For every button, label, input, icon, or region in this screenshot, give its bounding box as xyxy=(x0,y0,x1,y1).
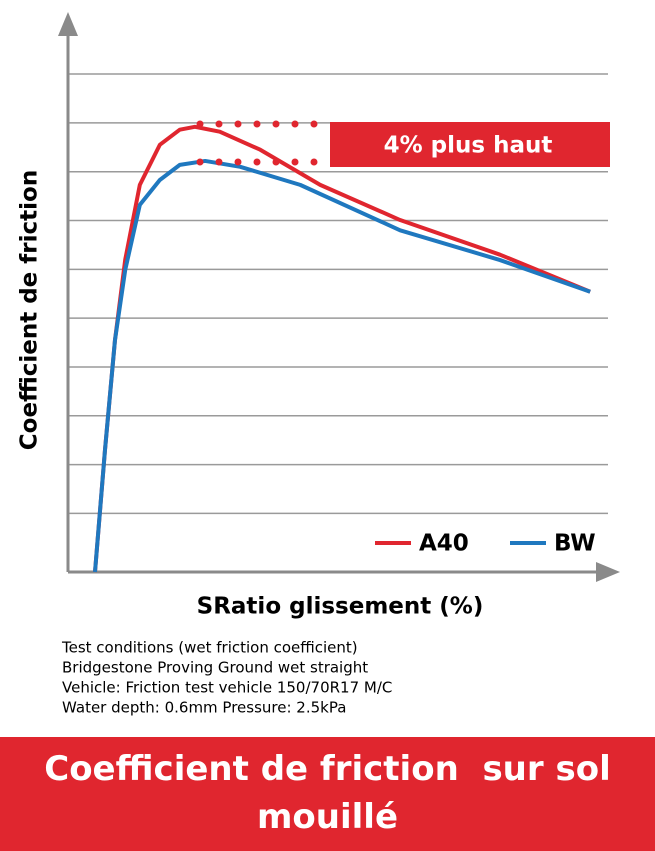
y-axis-arrow xyxy=(58,12,78,36)
note: Water depth: 0.6mm Pressure: 2.5kPa xyxy=(62,699,346,717)
banner-title: Coefficient de friction sur sol mouillé xyxy=(0,737,655,851)
annotation-dots xyxy=(196,120,329,166)
note: Vehicle: Friction test vehicle 150/70R17… xyxy=(62,679,392,697)
series-line xyxy=(93,158,591,573)
x-axis-label: SRatio glissement (%) xyxy=(197,594,484,620)
y-axis-label: Coefficient de friction xyxy=(17,170,43,450)
annotation-box xyxy=(330,122,610,167)
legend-label: BW xyxy=(554,531,596,557)
legend-label: A40 xyxy=(419,531,469,557)
note: Bridgestone Proving Ground wet straight xyxy=(62,659,368,677)
note: Test conditions (wet friction coefficien… xyxy=(61,639,358,657)
x-axis-arrow xyxy=(596,562,620,582)
series-line xyxy=(93,124,591,573)
annotation: 4% plus haut xyxy=(384,133,553,159)
chart: Coefficient de friction SRatio glissemen… xyxy=(17,12,620,717)
